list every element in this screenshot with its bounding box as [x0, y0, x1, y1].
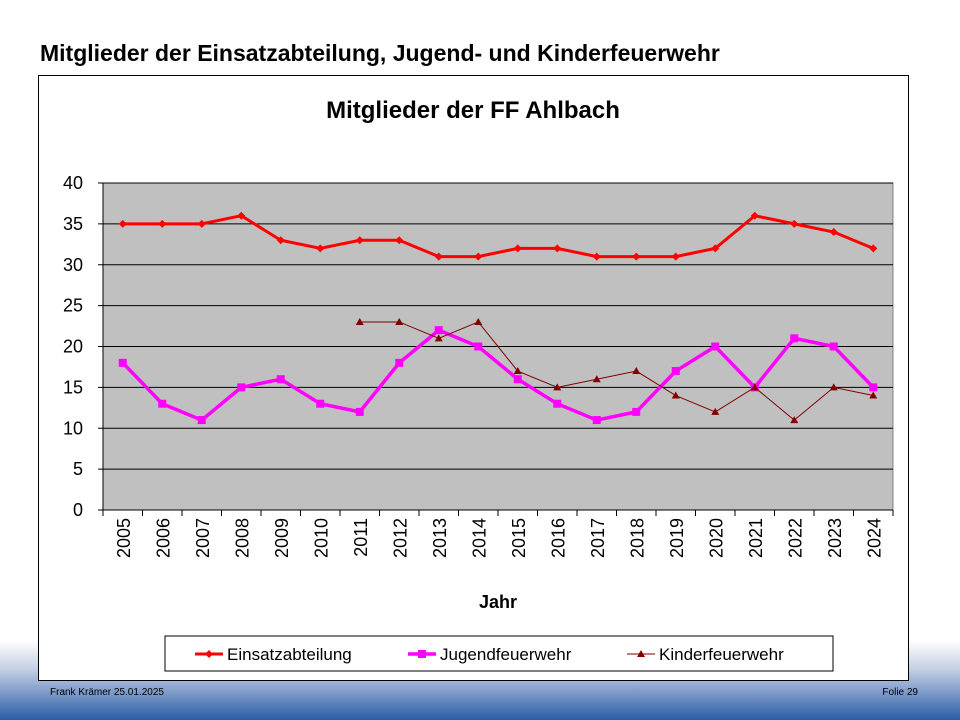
data-point: [592, 416, 601, 425]
x-tick-label: 2015: [509, 518, 529, 558]
x-tick-label: 2024: [864, 518, 884, 558]
legend-label: Kinderfeuerwehr: [659, 645, 784, 664]
data-point: [395, 317, 404, 325]
data-point: [869, 383, 878, 392]
footer-slide-number: Folie 29: [882, 687, 918, 698]
legend-label: Einsatzabteilung: [227, 645, 352, 664]
y-tick-label: 40: [63, 173, 83, 193]
x-tick-label: 2011: [351, 518, 371, 557]
data-point: [237, 383, 246, 392]
data-point: [118, 358, 127, 367]
chart-title: Mitglieder der FF Ahlbach: [326, 97, 620, 124]
data-point: [276, 375, 285, 384]
legend-marker: [637, 650, 645, 657]
data-point: [632, 367, 641, 375]
y-tick-label: 25: [63, 296, 83, 316]
data-point: [474, 342, 483, 351]
data-point: [434, 334, 443, 342]
data-point: [829, 228, 838, 237]
x-tick-label: 2008: [232, 518, 252, 558]
x-tick-label: 2014: [469, 518, 489, 558]
data-point: [474, 317, 483, 325]
y-tick-label: 10: [63, 418, 83, 438]
data-point: [829, 383, 838, 391]
x-tick-label: 2017: [588, 518, 608, 558]
data-point: [316, 244, 325, 253]
data-point: [671, 391, 680, 399]
data-point: [395, 236, 404, 245]
y-tick-label: 0: [73, 500, 83, 520]
x-tick-label: 2022: [785, 518, 805, 558]
data-point: [316, 399, 325, 408]
data-point: [790, 416, 799, 424]
data-point: [553, 383, 562, 391]
x-tick-label: 2013: [430, 518, 450, 558]
data-point: [829, 342, 838, 351]
x-tick-label: 2007: [193, 518, 213, 558]
data-point: [355, 236, 364, 245]
legend-marker: [205, 650, 213, 658]
data-point: [592, 252, 601, 261]
legend-marker: [418, 650, 426, 658]
x-tick-label: 2020: [706, 518, 726, 558]
data-point: [197, 416, 206, 425]
y-tick-label: 15: [63, 377, 83, 397]
data-point: [592, 375, 601, 383]
data-point: [513, 244, 522, 253]
y-tick-label: 30: [63, 255, 83, 275]
data-point: [158, 399, 167, 408]
y-tick-label: 20: [63, 337, 83, 357]
footer-author-date: Frank Krämer 25.01.2025: [50, 687, 164, 698]
series-line-jugendfeuerwehr: [121, 328, 875, 423]
data-point: [276, 236, 285, 245]
x-tick-label: 2016: [548, 518, 568, 558]
data-point: [118, 219, 127, 228]
data-point: [632, 252, 641, 261]
data-point: [513, 375, 522, 384]
data-point: [434, 326, 443, 335]
data-point: [711, 342, 720, 351]
legend-box: [164, 635, 834, 672]
data-point: [395, 358, 404, 367]
x-tick-label: 2019: [667, 518, 687, 558]
data-point: [355, 407, 364, 416]
data-point: [711, 407, 720, 415]
data-point: [711, 244, 720, 253]
data-point: [553, 244, 562, 253]
x-tick-label: 2005: [114, 518, 134, 558]
x-tick-label: 2012: [390, 518, 410, 558]
data-point: [632, 407, 641, 416]
data-point: [355, 317, 364, 325]
data-point: [671, 252, 680, 261]
x-tick-label: 2010: [311, 518, 331, 558]
data-point: [434, 252, 443, 261]
data-point: [790, 219, 799, 228]
data-point: [750, 383, 759, 391]
data-point: [671, 367, 680, 376]
x-tick-label: 2021: [746, 518, 766, 558]
x-tick-label: 2023: [825, 518, 845, 558]
data-point: [197, 219, 206, 228]
y-tick-label: 35: [63, 214, 83, 234]
data-point: [158, 219, 167, 228]
x-tick-label: 2006: [153, 518, 173, 558]
data-point: [790, 334, 799, 343]
data-point: [553, 399, 562, 408]
data-point: [869, 391, 878, 399]
data-point: [237, 211, 246, 220]
x-tick-label: 2009: [272, 518, 292, 558]
legend-label: Jugendfeuerwehr: [440, 645, 572, 664]
data-point: [513, 367, 522, 375]
data-point: [750, 211, 759, 220]
y-tick-label: 5: [73, 459, 83, 479]
slide-title: Mitglieder der Einsatzabteilung, Jugend-…: [40, 40, 720, 66]
x-axis-label: Jahr: [479, 592, 517, 612]
series-line-einsatzabteilung: [122, 214, 874, 259]
series-line-kinderfeuerwehr: [359, 321, 874, 421]
data-point: [474, 252, 483, 261]
x-tick-label: 2018: [627, 518, 647, 558]
data-point: [869, 244, 878, 253]
